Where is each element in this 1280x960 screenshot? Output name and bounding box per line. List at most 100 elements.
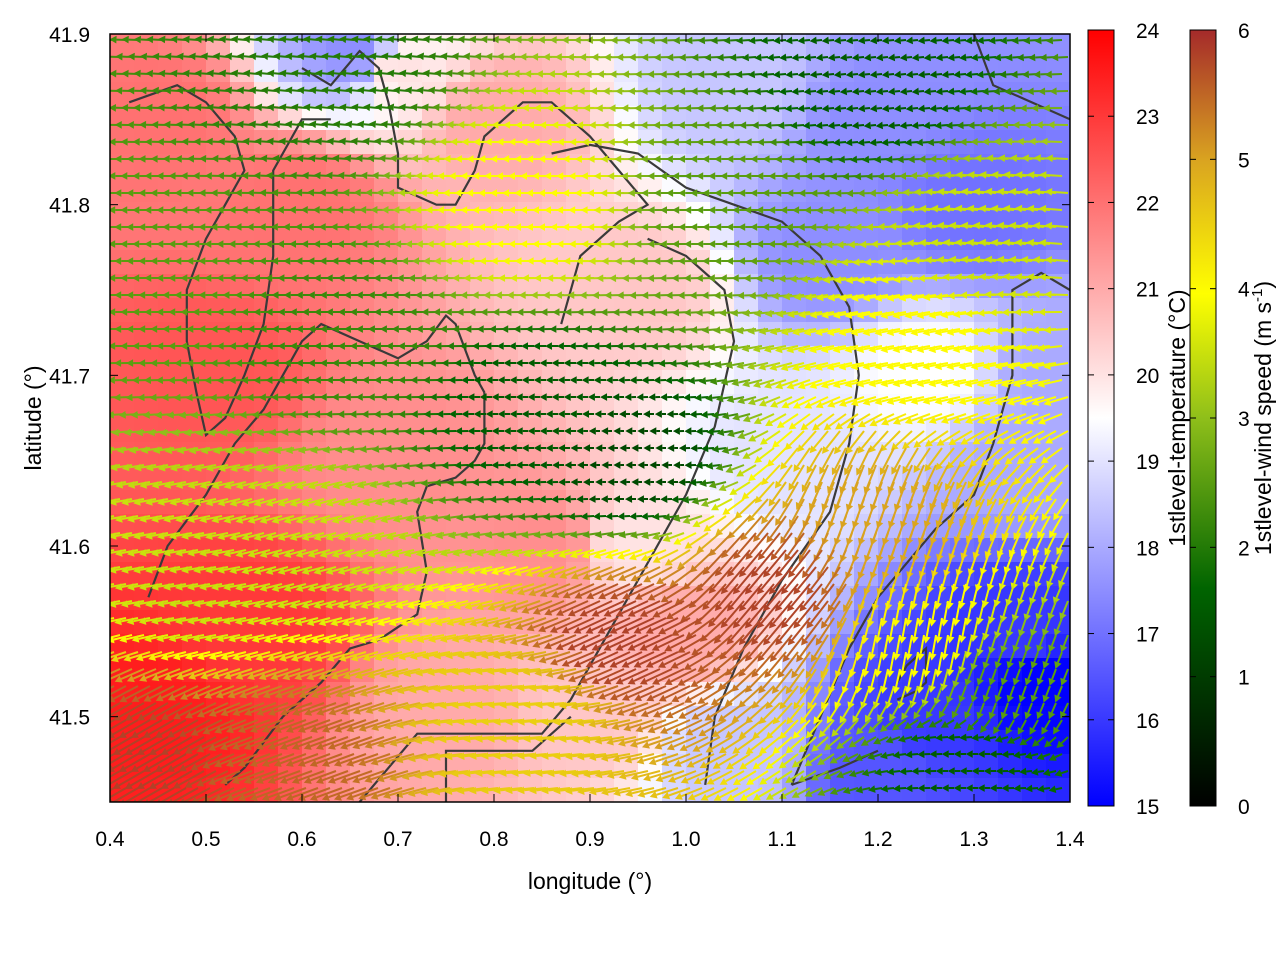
- heatmap-cell: [758, 58, 783, 83]
- heatmap-cell: [974, 58, 999, 83]
- wind-arrow-shaft: [834, 56, 841, 59]
- heatmap-cell: [182, 322, 207, 347]
- heatmap-cell: [782, 178, 807, 203]
- heatmap-cell: [974, 202, 999, 227]
- heatmap-cell: [350, 202, 375, 227]
- heatmap-cell: [518, 466, 543, 491]
- heatmap-cell: [782, 202, 807, 227]
- heatmap-cell: [974, 754, 999, 779]
- heatmap-cell: [302, 346, 327, 371]
- wind-arrow-head: [110, 86, 111, 91]
- heatmap-cell: [134, 58, 159, 83]
- heatmap-cell: [1046, 298, 1070, 323]
- heatmap-cell: [1022, 322, 1047, 347]
- heatmap-cell: [254, 58, 279, 83]
- heatmap-cell: [590, 34, 615, 59]
- wind-arrow-shaft: [882, 56, 889, 59]
- wind-arrow-shaft: [814, 141, 823, 144]
- plot-area: [96, 34, 1070, 802]
- heatmap-cell: [182, 178, 207, 203]
- heatmap-cell: [902, 178, 927, 203]
- wind-arrow-head: [97, 104, 104, 112]
- heatmap-cell: [326, 562, 351, 587]
- heatmap-cell: [398, 346, 423, 371]
- wind-arrow-shaft: [760, 90, 769, 93]
- heatmap-cell: [254, 442, 279, 467]
- heatmap-cell: [1046, 586, 1070, 611]
- wind-arrow-shaft: [846, 90, 853, 93]
- wind-arrow-shaft: [1045, 207, 1063, 211]
- heatmap-cell: [182, 562, 207, 587]
- heatmap-cell: [326, 202, 351, 227]
- heatmap-cell: [998, 322, 1023, 347]
- wind-arrow-shaft: [864, 73, 871, 76]
- wind-arrow-shaft: [899, 141, 907, 144]
- heatmap-cell: [950, 298, 975, 323]
- wind-arrow-shaft: [960, 73, 967, 76]
- heatmap-cell: [422, 58, 447, 83]
- heatmap-cell: [230, 562, 255, 587]
- wind-arrow-shaft: [761, 56, 769, 59]
- heatmap-cell: [758, 178, 783, 203]
- heatmap-cell: [230, 58, 255, 83]
- heatmap-cell: [278, 346, 303, 371]
- heatmap-cell: [350, 562, 375, 587]
- heatmap-cell: [398, 442, 423, 467]
- wind-arrow-shaft: [786, 56, 793, 59]
- heatmap-cell: [206, 58, 231, 83]
- heatmap-cell: [134, 346, 159, 371]
- heatmap-cell: [326, 82, 351, 107]
- heatmap-cell: [782, 298, 807, 323]
- heatmap-cell: [806, 58, 831, 83]
- wind-arrow-shaft: [834, 90, 841, 93]
- wind-arrow-shaft: [930, 90, 937, 93]
- heatmap-cell: [830, 610, 855, 635]
- heatmap-cell: [470, 202, 495, 227]
- wind-arrow-shaft: [748, 56, 757, 59]
- wind-arrow-shaft: [840, 73, 847, 76]
- wind-arrow-shaft: [1052, 39, 1063, 42]
- heatmap-cell: [566, 82, 591, 107]
- heatmap-cell: [830, 178, 855, 203]
- heatmap-cell: [374, 370, 399, 395]
- heatmap-cell: [158, 178, 183, 203]
- heatmap-cell: [1022, 226, 1047, 251]
- heatmap-cell: [134, 178, 159, 203]
- heatmap-cell: [734, 178, 759, 203]
- wind-arrow-head: [97, 70, 104, 78]
- heatmap-cell: [374, 178, 399, 203]
- wind-arrow-head: [96, 206, 103, 214]
- heatmap-cell: [470, 562, 495, 587]
- heatmap-cell: [950, 754, 975, 779]
- wind-arrow-head: [102, 257, 109, 265]
- heatmap-cell: [542, 490, 567, 515]
- wind-arrow-shaft: [839, 141, 847, 144]
- heatmap-cell: [854, 298, 879, 323]
- wind-arrow-shaft: [1046, 174, 1063, 177]
- heatmap-cell: [590, 178, 615, 203]
- heatmap-cell: [542, 202, 567, 227]
- heatmap-cell: [446, 466, 471, 491]
- heatmap-cell: [830, 202, 855, 227]
- heatmap-cell: [422, 370, 447, 395]
- wind-arrow-shaft: [948, 73, 955, 76]
- heatmap-cell: [566, 178, 591, 203]
- wind-arrow-shaft: [924, 73, 931, 76]
- wind-arrow-shaft: [840, 39, 847, 42]
- heatmap-cell: [518, 706, 543, 731]
- wind-arrow-shaft: [742, 39, 751, 42]
- wind-arrow-shaft: [942, 90, 949, 93]
- wind-arrow-shaft: [954, 90, 961, 93]
- heatmap-cell: [974, 562, 999, 587]
- heatmap-cell: [878, 202, 903, 227]
- wind-arrow-shaft: [852, 73, 859, 76]
- wind-arrow-shaft: [804, 107, 811, 110]
- heatmap-cell: [398, 370, 423, 395]
- heatmap-cell: [158, 202, 183, 227]
- wind-arrow-shaft: [930, 56, 937, 59]
- heatmap-cell: [566, 346, 591, 371]
- wind-arrow-shaft: [846, 56, 853, 59]
- heatmap-cell: [662, 466, 687, 491]
- heatmap-cell: [686, 322, 711, 347]
